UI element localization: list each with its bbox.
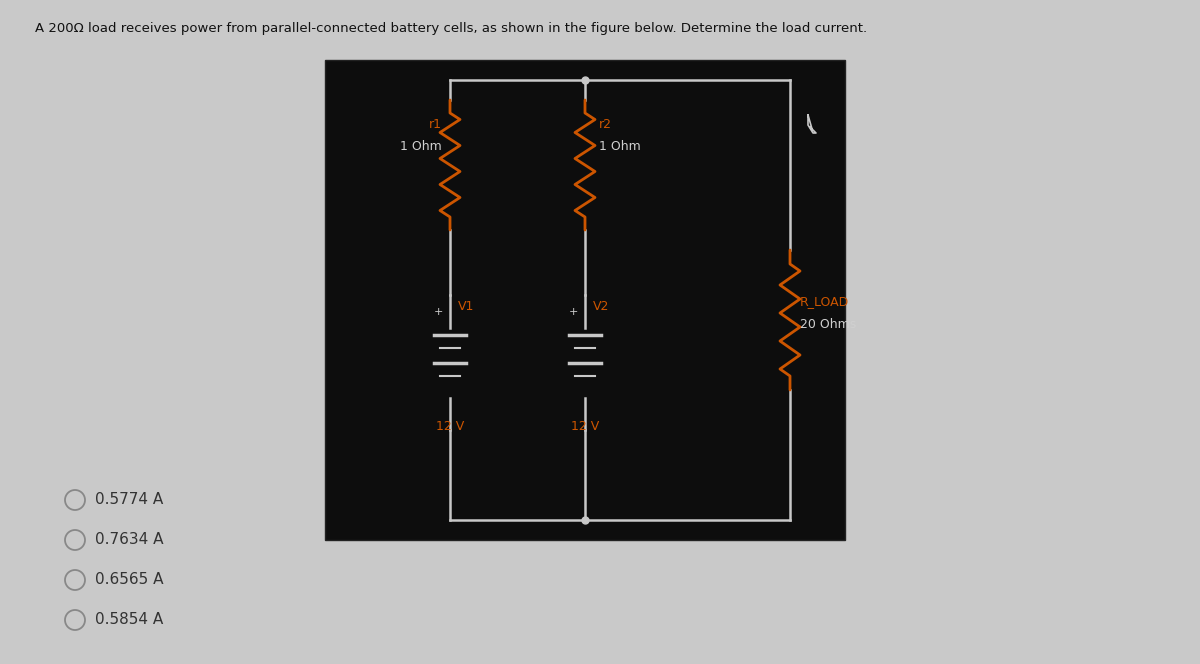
Text: R_LOAD: R_LOAD bbox=[800, 295, 850, 309]
Text: 0.7634 A: 0.7634 A bbox=[95, 533, 163, 548]
Text: 12 V: 12 V bbox=[436, 420, 464, 434]
Text: +: + bbox=[433, 307, 443, 317]
Text: 1 Ohm: 1 Ohm bbox=[401, 140, 442, 153]
Bar bbox=[325, 60, 845, 540]
Text: 0.5774 A: 0.5774 A bbox=[95, 493, 163, 507]
Text: A 200Ω load receives power from parallel-connected battery cells, as shown in th: A 200Ω load receives power from parallel… bbox=[35, 22, 868, 35]
Text: V2: V2 bbox=[593, 301, 610, 313]
Text: 20 Ohms: 20 Ohms bbox=[800, 317, 857, 331]
Text: 12 V: 12 V bbox=[571, 420, 599, 434]
Text: r1: r1 bbox=[430, 118, 442, 131]
Text: 0.5854 A: 0.5854 A bbox=[95, 612, 163, 627]
Text: r2: r2 bbox=[599, 118, 612, 131]
Text: 1 Ohm: 1 Ohm bbox=[599, 140, 641, 153]
Text: +: + bbox=[569, 307, 577, 317]
Text: 0.6565 A: 0.6565 A bbox=[95, 572, 163, 588]
Text: V1: V1 bbox=[458, 301, 474, 313]
